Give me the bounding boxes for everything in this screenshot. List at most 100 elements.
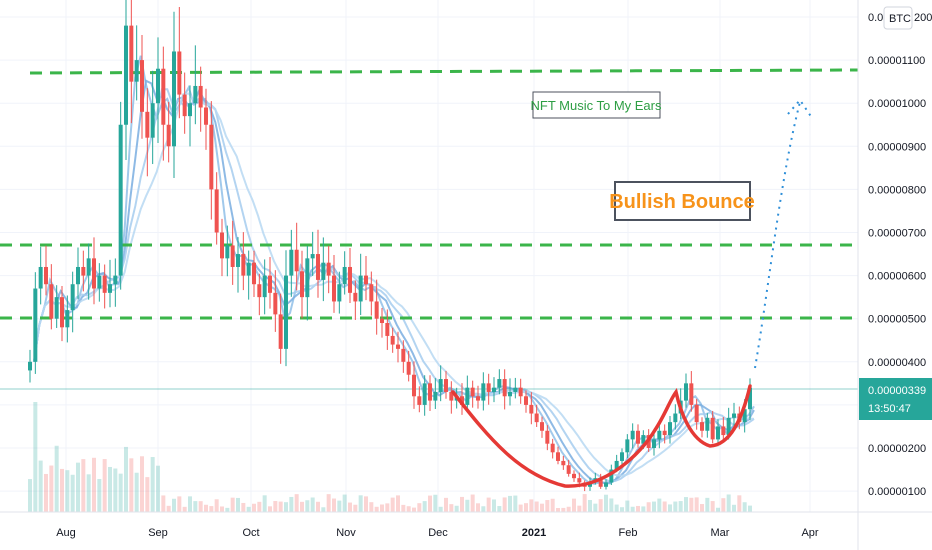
- volume-bar: [454, 505, 459, 512]
- volume-bar: [305, 500, 310, 512]
- projection-arrow: [754, 98, 813, 369]
- volume-bar: [428, 495, 432, 512]
- volume-bar: [118, 473, 123, 512]
- candle-body: [412, 374, 416, 397]
- gridlines: [0, 0, 858, 512]
- candle-body: [236, 254, 240, 267]
- candle-body: [486, 383, 491, 392]
- resistance-levels: [0, 68, 859, 390]
- candle-body: [81, 266, 86, 276]
- candle-body: [428, 383, 432, 401]
- candle-body: [518, 387, 523, 397]
- candle-body: [716, 426, 720, 440]
- volume-bar: [577, 505, 582, 512]
- x-tick-label: 2021: [522, 527, 546, 539]
- volume-bars: [28, 402, 752, 512]
- volume-bar: [182, 506, 187, 512]
- volume-bar: [481, 506, 486, 512]
- volume-bar: [257, 501, 262, 512]
- volume-bar: [401, 504, 406, 512]
- volume-bar: [214, 499, 219, 512]
- volume-bar: [49, 465, 54, 512]
- candle-body: [193, 85, 198, 104]
- volume-bar: [732, 504, 736, 512]
- candle-body: [598, 478, 603, 487]
- candle-body: [630, 430, 635, 440]
- volume-bar: [321, 507, 326, 512]
- nft-label-box[interactable]: [532, 91, 661, 119]
- currency-badge[interactable]: [883, 6, 913, 30]
- candle-body: [118, 124, 123, 276]
- candle-body: [332, 275, 336, 302]
- candle-body: [246, 262, 251, 276]
- volume-bar: [236, 497, 240, 512]
- volume-bar: [673, 501, 678, 512]
- annotations[interactable]: NFT Music To My Ears Bullish Bounce: [531, 91, 755, 221]
- candlesticks: [28, 0, 752, 492]
- volume-bar: [716, 507, 720, 512]
- candle-body: [396, 344, 400, 349]
- bounce-label-box[interactable]: [614, 181, 751, 221]
- volume-bar: [166, 505, 171, 512]
- candle-body: [684, 383, 688, 401]
- candle-body: [508, 391, 512, 397]
- volume-bar: [486, 497, 491, 512]
- candle-body: [278, 314, 283, 349]
- volume-bar: [630, 506, 635, 512]
- x-tick-label: Sep: [148, 527, 168, 539]
- volume-bar: [694, 497, 699, 512]
- volume-bar: [470, 494, 475, 512]
- volume-bar: [188, 496, 192, 512]
- volume-bar: [300, 501, 304, 512]
- volume-bar: [374, 506, 379, 512]
- candle-body: [353, 292, 358, 302]
- candle-body: [305, 258, 310, 298]
- candle-body: [662, 430, 667, 436]
- volume-bar: [657, 498, 662, 512]
- volume-bar: [60, 468, 64, 512]
- candle-body: [70, 284, 75, 311]
- x-axis[interactable]: Aug Sep Oct Nov Dec 2021 Feb Mar Apr: [0, 511, 932, 539]
- volume-bar: [412, 507, 416, 512]
- candle-body: [550, 443, 555, 453]
- candle-body: [28, 361, 32, 371]
- volume-bar: [289, 496, 294, 512]
- volume-bar: [662, 501, 667, 512]
- volume-bar: [668, 504, 672, 512]
- candle-body: [177, 51, 182, 95]
- volume-bar: [284, 502, 288, 512]
- x-tick-label: Apr: [801, 527, 818, 539]
- volume-bar: [556, 507, 560, 512]
- candle-body: [204, 107, 208, 125]
- candle-body: [220, 232, 224, 259]
- volume-bar: [113, 468, 118, 512]
- volume-bar: [310, 497, 315, 512]
- candle-body: [60, 297, 64, 328]
- volume-bar: [150, 457, 155, 512]
- y-axis[interactable]: 0.000012000.000011000.000010000.00000900…: [857, 0, 932, 550]
- volume-bar: [620, 507, 624, 512]
- candle-body: [214, 189, 219, 233]
- volume-bar: [241, 502, 246, 512]
- volume-bar: [326, 494, 331, 512]
- candle-body: [108, 284, 112, 293]
- candle-body: [241, 254, 246, 276]
- volume-bar: [465, 499, 470, 512]
- volume-bar: [524, 503, 528, 512]
- candle-body: [342, 266, 347, 285]
- x-tick-label: Mar: [711, 527, 730, 539]
- volume-bar: [588, 500, 592, 512]
- volume-bar: [390, 497, 395, 512]
- moving-average-line: [33, 79, 755, 485]
- volume-bar: [641, 506, 646, 512]
- candle-body: [262, 275, 267, 298]
- volume-bar: [337, 500, 342, 512]
- candle-body: [140, 60, 144, 112]
- y-tick-label-top-tail: 200: [914, 12, 932, 24]
- volume-bar: [273, 501, 278, 512]
- volume-bar: [449, 504, 454, 512]
- y-tick-label: 0.00000800: [868, 184, 926, 196]
- x-tick-label: Oct: [242, 527, 259, 539]
